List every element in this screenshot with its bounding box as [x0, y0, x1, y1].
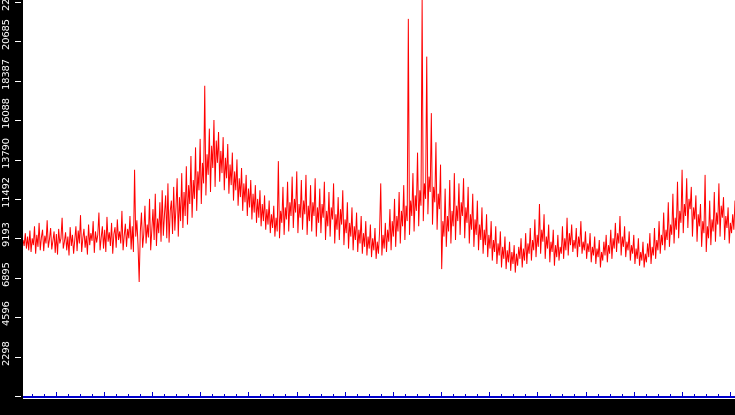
- y-tick-label: 18387: [1, 58, 12, 90]
- y-tick-mark: [15, 357, 21, 358]
- axis-canvas: [0, 392, 735, 398]
- y-tick-label: 9193: [1, 222, 12, 248]
- y-tick-label: 2298: [1, 340, 12, 366]
- x-axis-line: [0, 392, 735, 398]
- plot-area: [23, 0, 735, 399]
- series-canvas: [22, 0, 735, 283]
- y-tick-mark: [15, 199, 21, 200]
- y-tick-label: 6895: [1, 262, 12, 287]
- y-tick-mark: [15, 238, 21, 239]
- y-tick-label: 20685: [1, 19, 12, 51]
- y-tick-mark: [15, 2, 21, 3]
- y-tick-mark: [15, 120, 21, 121]
- y-tick-mark: [15, 396, 21, 397]
- y-tick-label: 4596: [1, 301, 12, 327]
- y-tick-mark: [15, 278, 21, 279]
- y-tick-mark: [15, 317, 21, 318]
- y-tick-mark: [15, 41, 21, 42]
- y-tick-label: 13790: [1, 137, 12, 169]
- x-axis-label-strip: 14:0114:0214:0314:0414:0514:0614:0714:08…: [0, 399, 735, 415]
- y-tick-mark: [15, 81, 21, 82]
- series-traffic: [22, 0, 735, 283]
- y-tick-label: 11492: [1, 177, 12, 208]
- y-tick-mark: [15, 160, 21, 161]
- y-tick-label: 16088: [1, 98, 12, 130]
- y-axis-label-strip: 0229845966895919311492137901608818387206…: [0, 0, 23, 405]
